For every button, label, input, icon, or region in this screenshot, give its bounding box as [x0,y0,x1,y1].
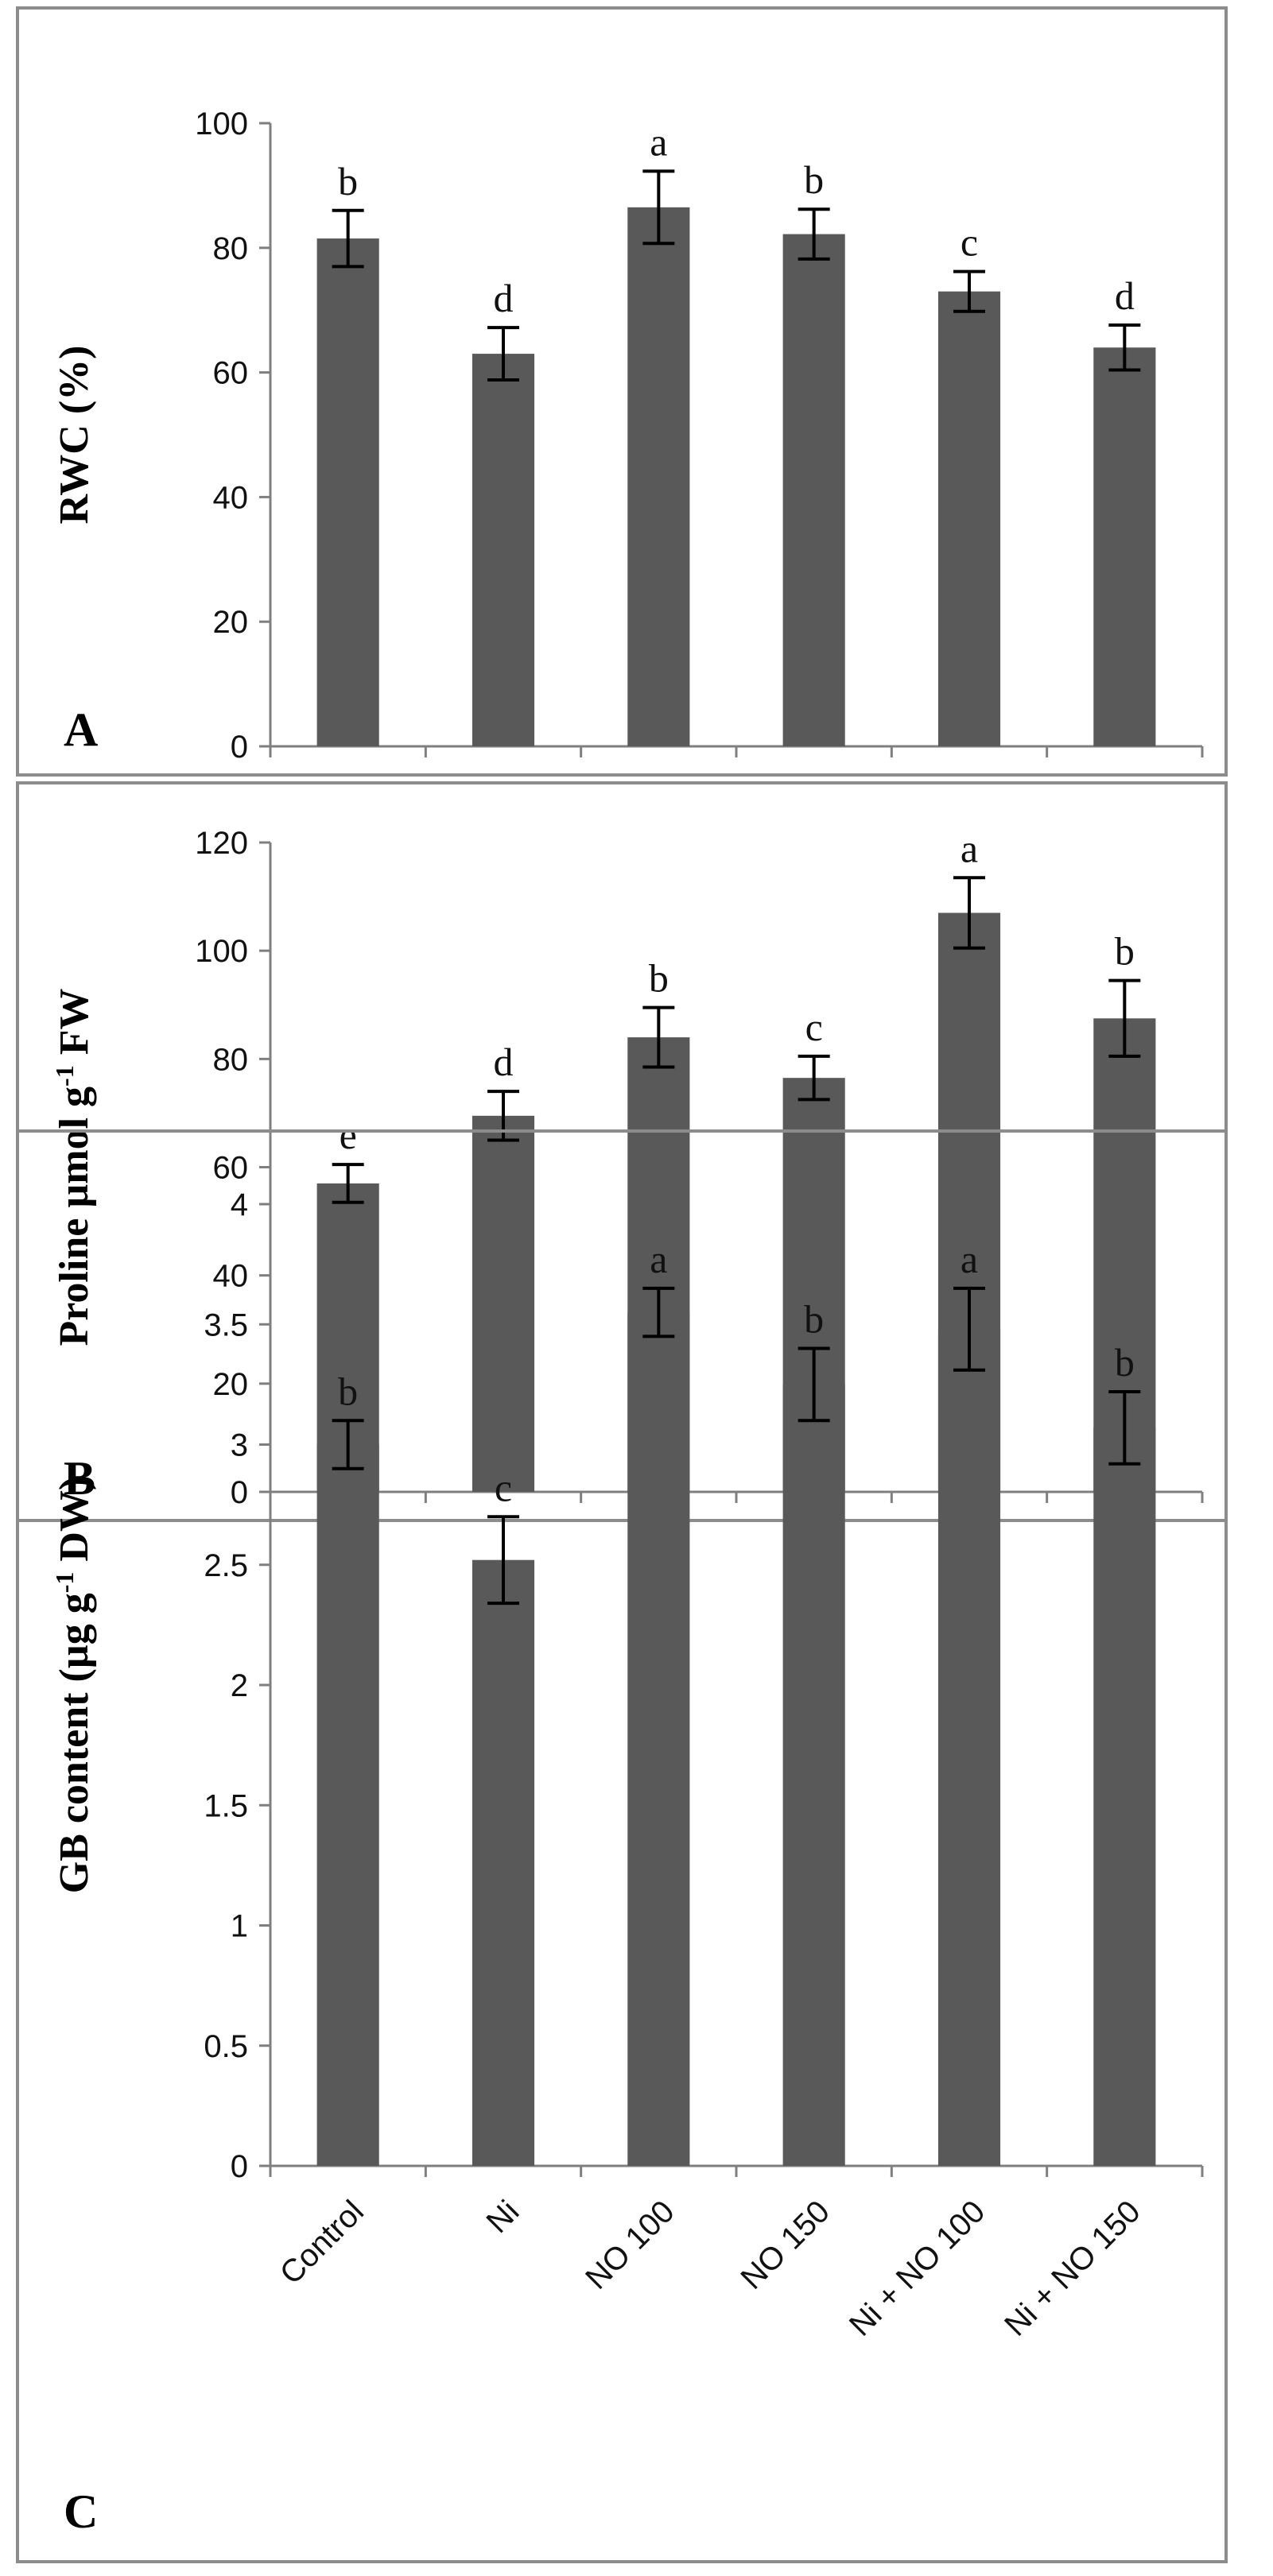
panel-frame [16,781,1228,1522]
y-tick-label: 20 [213,605,249,640]
x-category-label: Ni + NO 150 [998,2194,1147,2343]
significance-letter: a [961,1237,978,1281]
panel-label: B [64,1452,95,1505]
x-category-label: Control [274,2194,371,2291]
y-tick-label: 40 [213,1259,249,1294]
significance-letter: e [340,1113,357,1157]
bar-5 [937,291,1001,746]
y-tick-label: 80 [213,231,249,266]
y-tick-label: 40 [213,480,249,515]
y-axis-label-main: RWC (%) [52,346,97,525]
significance-letter: b [1115,1340,1135,1385]
panel-label: A [64,703,98,756]
y-tick-label: 0 [231,1475,248,1510]
bar-5 [937,1329,1001,2166]
panel-A: 0 20 40 60 80 100 b d a b c d RWC (%) A [16,6,1228,777]
y-tick-label: 3.5 [204,1307,248,1342]
significance-letter: b [804,1297,824,1342]
y-tick-label: 100 [195,107,248,141]
bar-6 [1093,1427,1156,2166]
significance-letter: b [1115,929,1135,974]
y-axis-label-tail: FW [52,989,97,1066]
y-tick-label: 60 [213,1151,249,1186]
y-axis-label-main: Proline µmol g [52,1087,97,1346]
y-axis-label-main: GB content (µg g [52,1593,97,1893]
bar-1 [316,238,379,746]
y-tick-label: 1.5 [204,1788,248,1823]
y-tick-label: 2 [231,1668,248,1703]
significance-letter: d [1115,273,1135,318]
y-tick-label: 0 [231,2149,248,2184]
bar-3 [627,207,690,747]
bar-4 [782,1384,845,2166]
panel-B: 0 20 40 60 80 100 120 e d b c a b Proline µmol g-1 FW… [16,781,1228,1522]
x-category-label: Ni + NO 100 [843,2194,992,2343]
significance-letter: b [649,956,669,1001]
significance-letter: c [495,1465,512,1509]
x-category-label: NO 100 [579,2194,681,2296]
y-tick-label: 100 [195,934,248,969]
bar-2 [472,354,535,746]
significance-letter: d [494,1040,514,1084]
bar-4 [782,234,845,746]
bar-2 [472,1115,535,1492]
significance-letter: c [805,1005,823,1049]
significance-letter: a [961,826,978,870]
y-axis-label-superscript: -1 [50,1065,79,1087]
y-axis-label: GB content (µg g-1 DW) [50,1477,97,1894]
y-axis-label-superscript: -1 [50,1572,79,1594]
bar-2 [472,1559,535,2166]
significance-letter: a [650,119,667,164]
y-tick-label: 0 [231,730,248,765]
bar-6 [1093,347,1156,746]
x-category-label: NO 150 [734,2194,836,2296]
panel-label: C [64,2485,98,2538]
y-tick-label: 4 [231,1187,248,1222]
significance-letter: b [338,159,358,203]
bar-3 [627,1312,690,2166]
panel-frame [16,1129,1228,2563]
x-category-label: Ni [480,2194,526,2240]
y-tick-label: 1 [231,1909,248,1944]
y-tick-label: 20 [213,1367,249,1402]
significance-letter: d [494,276,514,320]
significance-letter: b [804,157,824,202]
y-tick-label: 3 [231,1428,248,1463]
significance-letter: c [961,220,978,265]
y-axis-label-tail: DW) [52,1477,97,1572]
y-tick-label: 120 [195,826,248,861]
y-tick-label: 60 [213,356,249,391]
y-axis-label: RWC (%) [52,346,97,525]
significance-letter: b [338,1369,358,1413]
y-tick-label: 2.5 [204,1548,248,1583]
y-tick-label: 0.5 [204,2029,248,2064]
y-axis-label: Proline µmol g-1 FW [50,989,97,1346]
bar-1 [316,1444,379,2166]
panel-C: 0 0.5 1 1.5 2 2.5 3 3.5 4 b Control c Ni a NO 100 b NO 1… [16,1129,1228,2563]
significance-letter: a [650,1237,667,1281]
y-tick-label: 80 [213,1042,249,1077]
panel-frame [16,6,1228,777]
